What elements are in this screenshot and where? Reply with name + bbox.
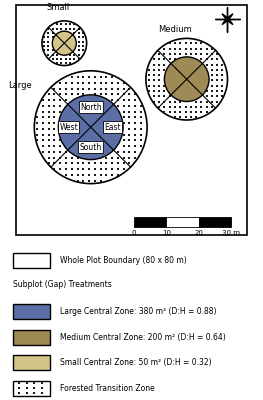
Bar — [13, 253, 50, 268]
Bar — [134, 217, 166, 227]
Text: Large Central Zone: 380 m² (D:H = 0.88): Large Central Zone: 380 m² (D:H = 0.88) — [60, 307, 217, 316]
Bar — [13, 355, 50, 370]
Text: North: North — [80, 103, 102, 112]
Bar — [13, 304, 50, 319]
Circle shape — [146, 38, 227, 120]
Bar — [13, 381, 50, 396]
Polygon shape — [222, 14, 228, 20]
Text: Medium: Medium — [158, 24, 192, 34]
Text: 0: 0 — [132, 230, 136, 236]
Polygon shape — [227, 14, 233, 20]
Circle shape — [34, 71, 147, 184]
Text: Subplot (Gap) Treatments: Subplot (Gap) Treatments — [13, 280, 112, 289]
Bar — [13, 330, 50, 345]
Text: Forested Transition Zone: Forested Transition Zone — [60, 384, 155, 393]
Text: Medium Central Zone: 200 m² (D:H = 0.64): Medium Central Zone: 200 m² (D:H = 0.64) — [60, 333, 226, 342]
Circle shape — [52, 31, 76, 55]
Text: Small Central Zone: 50 m² (D:H = 0.32): Small Central Zone: 50 m² (D:H = 0.32) — [60, 358, 212, 367]
Text: 30 m: 30 m — [222, 230, 240, 236]
Circle shape — [58, 95, 123, 160]
Text: 10: 10 — [162, 230, 171, 236]
Polygon shape — [227, 18, 233, 25]
Bar — [166, 217, 199, 227]
Text: 20: 20 — [194, 230, 203, 236]
Text: West: West — [59, 123, 78, 132]
Text: Large: Large — [8, 81, 32, 90]
Text: Small: Small — [47, 4, 70, 12]
Text: Whole Plot Boundary (80 x 80 m): Whole Plot Boundary (80 x 80 m) — [60, 256, 187, 265]
Text: South: South — [80, 143, 102, 152]
Circle shape — [164, 57, 209, 102]
Circle shape — [42, 21, 87, 66]
Bar — [199, 217, 231, 227]
Polygon shape — [222, 18, 228, 25]
Text: East: East — [104, 123, 121, 132]
